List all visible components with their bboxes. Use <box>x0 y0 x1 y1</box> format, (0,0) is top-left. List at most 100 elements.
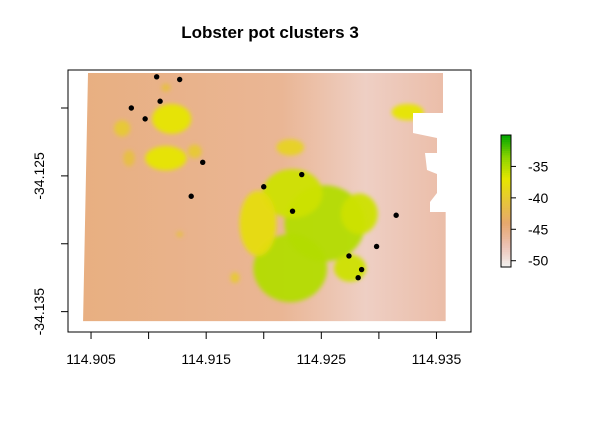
legend-color-step <box>501 176 511 180</box>
x-tick-label: 114.935 <box>412 351 462 367</box>
y-axis: -34.125 -34.135 <box>31 107 69 336</box>
legend-color-step <box>501 170 511 173</box>
legend-tick-label: -50 <box>528 253 548 269</box>
legend-color-step <box>501 227 511 231</box>
legend-color-step <box>501 161 511 165</box>
pot-point <box>289 208 296 214</box>
legend-color-step <box>501 174 511 178</box>
legend-tick-label: -45 <box>528 221 548 237</box>
shoal-patch <box>152 103 192 134</box>
pot-point <box>355 274 361 281</box>
x-tick-label: 114.915 <box>181 351 231 367</box>
legend-color-step <box>501 187 511 191</box>
legend-color-step <box>501 141 511 145</box>
pot-point <box>128 105 135 111</box>
legend-color-step <box>501 181 511 184</box>
legend-frame <box>500 134 512 268</box>
legend-color-step <box>501 207 511 211</box>
legend-color-step <box>501 220 511 224</box>
legend-color-step <box>501 234 511 237</box>
x-tick-label: 114.905 <box>66 351 116 367</box>
legend-color-step <box>501 262 511 266</box>
legend-color-step <box>501 251 511 255</box>
legend-color-step <box>501 229 511 233</box>
shoal-patch <box>176 231 184 237</box>
legend-color-step <box>501 214 511 217</box>
shoal-patch <box>230 272 240 284</box>
shoal-patch <box>239 190 277 256</box>
legend-color-step <box>501 240 511 244</box>
x-tick-label: 114.925 <box>297 351 347 367</box>
legend-color-step <box>501 225 511 228</box>
pot-point <box>200 159 206 166</box>
legend-color-step <box>501 205 511 209</box>
pot-point <box>153 74 160 80</box>
legend-color-step <box>501 157 511 160</box>
legend-color-step <box>501 245 511 248</box>
legend-color-step <box>501 165 511 169</box>
legend-color-step <box>501 183 511 187</box>
legend-color-step <box>501 150 511 154</box>
legend-color-step <box>501 196 511 200</box>
legend-color-step <box>501 146 511 149</box>
shoal-patch <box>114 120 131 137</box>
shoal-patch <box>161 83 171 92</box>
legend-color-step <box>501 139 511 143</box>
pot-point <box>393 212 399 218</box>
legend-tick-label: -40 <box>528 190 548 206</box>
pot-point <box>157 98 163 104</box>
shoal-patch <box>145 146 187 171</box>
pot-point <box>142 116 148 122</box>
legend-color-step <box>501 172 511 176</box>
legend-color-step <box>501 185 511 189</box>
legend-color-step <box>501 148 511 151</box>
shoal-patch <box>262 169 323 218</box>
depth-raster <box>83 73 446 322</box>
pot-point <box>373 243 380 250</box>
shoal-patch <box>123 150 135 167</box>
shoal-patch <box>333 254 367 282</box>
pot-point <box>261 184 267 190</box>
legend-color-step <box>501 194 511 198</box>
shoal-patch <box>276 139 305 156</box>
y-tick-label: -34.125 <box>31 152 47 200</box>
legend-color-step <box>501 201 511 204</box>
legend-color-step <box>501 256 511 259</box>
legend-color-step <box>501 242 511 246</box>
pot-point <box>188 193 194 199</box>
legend-color-step <box>501 137 511 140</box>
legend-color-step <box>501 163 511 167</box>
legend-color-step <box>501 154 511 158</box>
shoal-patch <box>340 193 378 235</box>
legend-color-step <box>501 236 511 239</box>
legend-color-step <box>501 143 511 147</box>
shoal-patch <box>391 103 424 121</box>
chart-title: Lobster pot clusters 3 <box>181 23 359 42</box>
legend-color-step <box>501 159 511 162</box>
pot-point <box>176 76 183 83</box>
legend-color-step <box>501 260 511 264</box>
legend-color-step <box>501 223 511 226</box>
legend-color-step <box>501 253 511 257</box>
legend-color-step <box>501 152 511 156</box>
legend-color-step <box>501 135 511 138</box>
legend-color-step <box>501 198 511 202</box>
legend-color-step <box>501 190 511 193</box>
legend-color-step <box>501 249 511 253</box>
color-legend: -35 -40 -45 -50 <box>500 134 548 269</box>
legend-color-step <box>501 216 511 220</box>
legend-color-step <box>501 179 511 182</box>
legend-color-step <box>501 238 511 242</box>
legend-color-step <box>501 168 511 171</box>
legend-tick-label: -35 <box>528 158 548 174</box>
y-tick-label: -34.135 <box>31 288 47 336</box>
pot-point <box>346 253 352 259</box>
pot-point <box>299 171 305 178</box>
legend-color-step <box>501 209 511 213</box>
legend-color-step <box>501 264 511 268</box>
legend-color-step <box>501 192 511 195</box>
legend-color-step <box>501 247 511 250</box>
legend-color-step <box>501 231 511 235</box>
x-axis: 114.905 114.915 114.925 114.935 <box>66 331 462 367</box>
